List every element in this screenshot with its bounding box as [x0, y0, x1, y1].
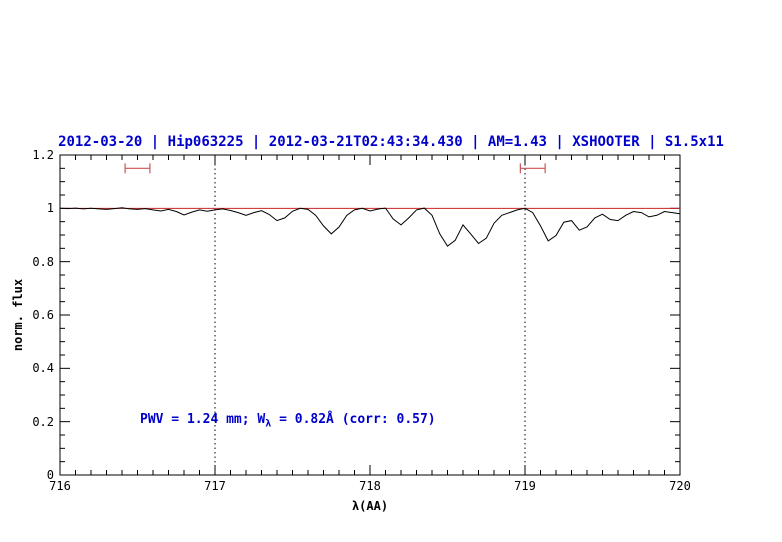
pwv-annotation: PWV = 1.24 mm; Wλ = 0.82Å (corr: 0.57)	[140, 412, 436, 430]
y-tick-label: 0.2	[32, 415, 54, 429]
pwv-annotation-text: PWV = 1.24 mm; W	[140, 412, 266, 427]
y-tick-label: 0.4	[32, 361, 54, 375]
y-tick-label: 0	[46, 468, 54, 482]
x-axis-label: λ(AA)	[351, 499, 389, 513]
x-tick-label: 717	[204, 479, 226, 493]
pwv-annotation-lambda-subscript: λ	[265, 418, 272, 430]
x-tick-label: 718	[359, 479, 381, 493]
pwv-annotation-text-2: = 0.82Å (corr: 0.57)	[271, 412, 436, 427]
plot-title: 2012-03-20 | Hip063225 | 2012-03-21T02:4…	[58, 134, 724, 150]
x-tick-label: 719	[514, 479, 536, 493]
y-tick-label: 0.6	[32, 308, 54, 322]
x-tick-label: 716	[49, 479, 71, 493]
spectrum-line	[59, 207, 681, 247]
x-tick-label: 720	[669, 479, 691, 493]
y-tick-label: 0.8	[32, 255, 54, 269]
y-tick-label: 1.2	[32, 148, 54, 162]
y-tick-label: 1	[46, 201, 54, 215]
